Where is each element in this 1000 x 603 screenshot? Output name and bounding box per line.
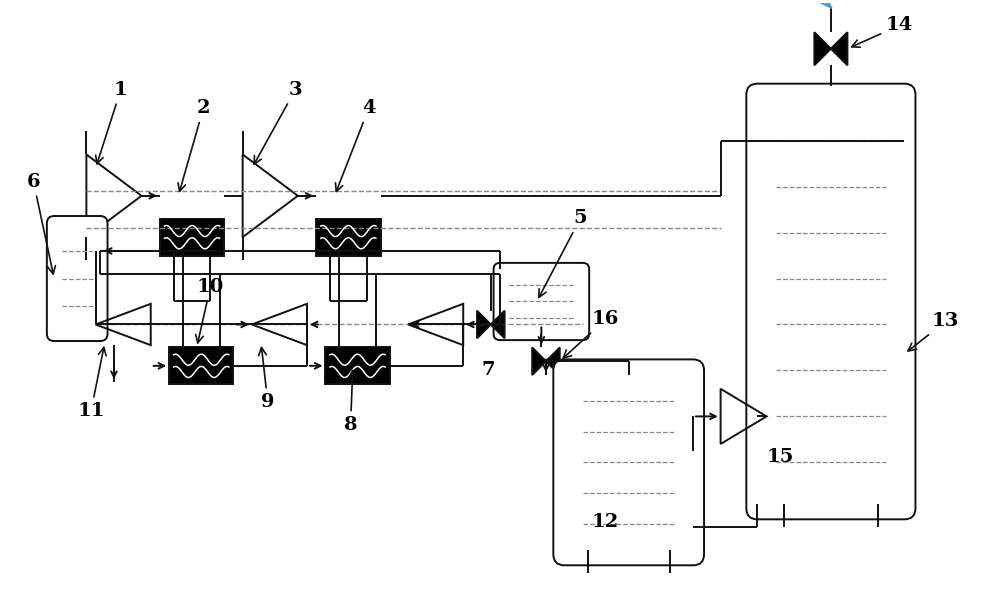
Bar	[316, 219, 381, 256]
Text: 1: 1	[96, 81, 128, 164]
FancyBboxPatch shape	[494, 263, 589, 340]
Text: 13: 13	[908, 312, 959, 351]
Text: 11: 11	[77, 347, 106, 420]
FancyBboxPatch shape	[746, 84, 915, 519]
Text: 9: 9	[259, 347, 275, 411]
Text: 3: 3	[254, 81, 302, 164]
Text: 4: 4	[335, 99, 376, 192]
Polygon shape	[532, 347, 560, 375]
Text: 2: 2	[178, 99, 210, 191]
Text: 5: 5	[539, 209, 587, 297]
Bar	[169, 347, 233, 384]
Text: 15: 15	[767, 449, 794, 466]
Text: 8: 8	[344, 370, 357, 434]
FancyBboxPatch shape	[553, 359, 704, 565]
Bar	[325, 347, 390, 384]
FancyBboxPatch shape	[47, 216, 108, 341]
Text: 14: 14	[852, 16, 913, 47]
Text: 16: 16	[563, 311, 619, 358]
Polygon shape	[814, 32, 847, 65]
Bar	[160, 219, 224, 256]
Text: 6: 6	[27, 172, 55, 274]
Text: 7: 7	[482, 361, 495, 379]
Text: 12: 12	[592, 513, 619, 531]
Text: 10: 10	[196, 279, 224, 343]
Polygon shape	[477, 311, 505, 338]
